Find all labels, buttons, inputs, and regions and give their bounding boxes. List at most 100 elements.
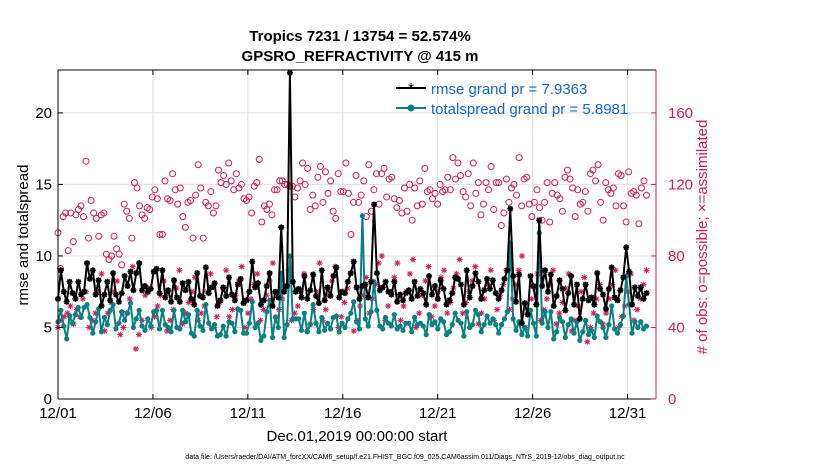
obs-possible-point [153, 195, 161, 203]
obs-assimilated-point [151, 313, 158, 320]
totalspread-point [548, 309, 554, 315]
obs-possible-point [357, 191, 365, 199]
rmse-point [437, 277, 444, 284]
totalspread-point [310, 301, 316, 308]
rmse-point [98, 303, 105, 310]
rmse-point [382, 278, 389, 285]
rmse-point [124, 282, 131, 289]
obs-assimilated-point [559, 299, 566, 306]
obs-possible-point [304, 164, 312, 172]
rmse-point [150, 268, 157, 275]
totalspread-point [406, 320, 412, 326]
rmse-point [356, 295, 363, 302]
totalspread-point [113, 326, 119, 332]
grid-lines [57, 70, 656, 400]
rmse-point [486, 285, 493, 292]
obs-assimilated-point [537, 317, 544, 324]
totalspread-point [452, 310, 458, 316]
rmse-point [391, 278, 398, 285]
obs-possible-point [594, 161, 602, 169]
rmse-point [481, 287, 488, 294]
rmse-point [257, 301, 264, 308]
obs-possible-point [632, 191, 640, 199]
obs-assimilated-point [350, 328, 357, 335]
totalspread-point [72, 312, 78, 318]
obs-possible-point [232, 170, 240, 178]
obs-assimilated-point [101, 328, 108, 335]
obs-possible-point [571, 213, 579, 221]
rmse-point [298, 294, 305, 301]
obs-assimilated-point [394, 260, 401, 267]
rmse-point [141, 282, 148, 289]
y-right-tick-label: 80 [668, 248, 685, 265]
totalspread-point [327, 326, 334, 332]
obs-possible-point [388, 173, 396, 181]
obs-possible-point [602, 179, 610, 187]
totalspread-point [527, 307, 534, 313]
obs-possible-point [225, 159, 233, 167]
obs-assimilated-point [95, 288, 102, 295]
obs-assimilated-point [637, 295, 644, 302]
obs-assimilated-point [528, 295, 535, 302]
totalspread-point [269, 334, 276, 341]
obs-assimilated-point [238, 263, 245, 270]
obs-assimilated-point [257, 317, 264, 324]
obs-possible-point [495, 179, 503, 187]
totalspread-point [603, 334, 609, 341]
totalspread-point [90, 330, 96, 336]
obs-assimilated-point [79, 295, 86, 302]
obs-possible-point [329, 207, 337, 215]
x-tick-label: 12/01 [39, 405, 77, 422]
rmse-point [600, 291, 607, 298]
rmse-point [269, 303, 276, 310]
obs-assimilated-point [553, 320, 560, 327]
rmse-point [199, 294, 206, 301]
obs-possible-point [579, 198, 587, 206]
rmse-point [246, 288, 253, 295]
obs-possible-point [617, 171, 625, 179]
rmse-point [576, 315, 583, 322]
rmse-point [188, 295, 195, 302]
obs-possible-point [597, 198, 605, 206]
obs-assimilated-point [294, 303, 301, 310]
obs-assimilated-point [241, 324, 248, 331]
totalspread-point [556, 314, 563, 321]
rmse-point [226, 274, 233, 281]
obs-possible-point [192, 191, 200, 199]
obs-possible-point [286, 182, 294, 190]
rmse-point [278, 224, 285, 231]
rmse-point [231, 297, 238, 304]
obs-possible-point [421, 164, 429, 172]
totalspread-point [249, 299, 255, 305]
x-tick-label: 12/21 [419, 405, 457, 422]
rmse-point [559, 285, 566, 292]
rmse-point [115, 298, 122, 305]
obs-possible-point [186, 197, 194, 205]
obs-assimilated-point [593, 295, 600, 302]
obs-possible-point [108, 252, 116, 260]
obs-possible-point [120, 200, 128, 208]
totalspread-point [487, 320, 493, 326]
rmse-point [547, 271, 554, 278]
rmse-point [214, 303, 221, 310]
x-axis-ticks: 12/01 12/06 12/11 12/16 12/21 12/26 12/31 [39, 70, 646, 422]
obs-possible-point [541, 198, 549, 206]
obs-possible-point [268, 211, 276, 219]
rmse-point [504, 267, 511, 274]
obs-possible-point [248, 209, 256, 217]
rmse-point [385, 288, 392, 295]
totalspread-point [209, 326, 215, 332]
rmse-point [498, 287, 505, 294]
rmse-point [457, 281, 464, 288]
obs-possible-point [319, 198, 327, 206]
totalspread-point [107, 307, 113, 313]
rmse-point [342, 290, 349, 297]
obs-assimilated-point [447, 299, 454, 306]
rmse-point [556, 277, 563, 284]
obs-assimilated-point [176, 267, 183, 274]
obs-possible-point [426, 186, 434, 194]
obs-possible-point [212, 202, 220, 210]
obs-possible-point [418, 200, 426, 208]
obs-assimilated-point [341, 299, 348, 306]
rmse-point [373, 270, 380, 277]
